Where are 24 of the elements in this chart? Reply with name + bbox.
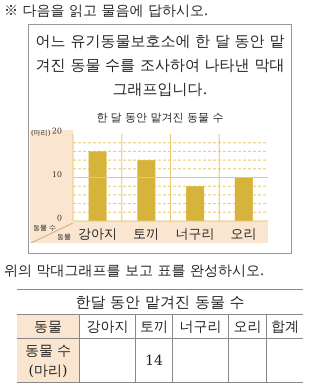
y-tick-label: 20 bbox=[52, 126, 62, 136]
text: 어느 유기동물보호소에 한 달 동안 맡겨진 동물 수를 조사하여 나타낸 막대그래프입니다. bbox=[35, 31, 285, 100]
x-tick-label: 오리 bbox=[230, 227, 257, 242]
x-tick-label: 강아지 bbox=[78, 227, 117, 242]
x-tick-label: 토끼 bbox=[133, 227, 160, 242]
category-label: 오리 bbox=[233, 318, 262, 334]
bar bbox=[137, 160, 156, 221]
text: 위의 막대그래프를 보고 표를 완성하시오. bbox=[4, 262, 264, 280]
chart-title: 한 달 동안 맡겨진 동물 수 bbox=[95, 110, 225, 125]
category-label: 너구리 bbox=[180, 318, 222, 334]
text: 합계 bbox=[266, 314, 303, 338]
bar bbox=[234, 178, 253, 221]
text: 14 bbox=[135, 338, 173, 382]
x-tick-label: 너구리 bbox=[175, 227, 214, 242]
bar bbox=[186, 186, 204, 221]
text: 동물 수 (마리) bbox=[17, 338, 80, 382]
y-tick-label: 10 bbox=[52, 170, 62, 179]
category-label: 강아지 bbox=[86, 318, 128, 334]
text: ※ 다음을 읽고 물음에 답하시오. bbox=[4, 2, 208, 20]
text: 한달 동안 맡겨진 동물 수 bbox=[17, 290, 303, 314]
y-tick-label: 0 bbox=[56, 214, 62, 222]
category-label: 토끼 bbox=[140, 318, 168, 334]
text: 동물 bbox=[34, 318, 62, 334]
bar bbox=[88, 151, 107, 221]
